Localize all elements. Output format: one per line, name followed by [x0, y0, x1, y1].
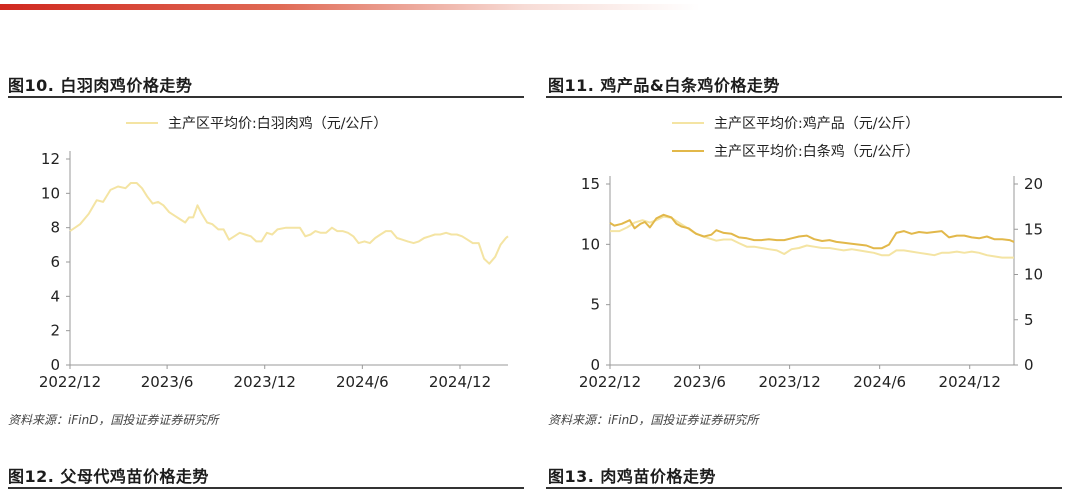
y-tick-label-right: 20 [1024, 175, 1043, 193]
y-tick-label-left: 15 [581, 175, 600, 193]
x-tick-label: 2024/12 [939, 373, 1001, 391]
figure-10-chart: 0 2 4 6 8 10 12 2022/12 2023/6 2023/12 2024/6 2024/… [39, 115, 509, 391]
y-tick-label-right: 5 [1024, 311, 1034, 329]
figure-12-title-rule [8, 487, 524, 489]
x-tick-label: 2023/12 [758, 373, 820, 391]
figure-13-title-rule [546, 487, 1062, 489]
y-tick-label-left: 8 [50, 219, 60, 237]
x-tick-label: 2024/12 [429, 373, 491, 391]
x-tick-label: 2022/12 [39, 373, 101, 391]
figure-11-chart: 0 5 10 15 0 5 10 15 20 2022/12 2023/6 2023/12 2024/6… [579, 115, 1043, 391]
figure-10-title: 图10. 白羽肉鸡价格走势 [8, 76, 193, 95]
x-tick-label: 2023/6 [141, 373, 194, 391]
figure-12-title: 图12. 父母代鸡苗价格走势 [8, 467, 209, 486]
header-accent-gradient [0, 4, 700, 10]
y-tick-label-left: 10 [41, 184, 60, 202]
x-tick-label: 2024/6 [336, 373, 389, 391]
legend-label-1: 主产区平均价:鸡产品（元/公斤） [714, 115, 919, 132]
y-tick-label-left: 12 [41, 150, 60, 168]
figure-11-title-rule [546, 96, 1062, 98]
legend-label-1: 主产区平均价:白羽肉鸡（元/公斤） [168, 115, 387, 132]
y-tick-label-right: 15 [1024, 220, 1043, 238]
figure-13-title: 图13. 肉鸡苗价格走势 [548, 467, 716, 486]
y-tick-label-left: 4 [50, 287, 60, 305]
figure-10-source: 资料来源：iFinD，国投证券证券研究所 [8, 413, 219, 427]
y-tick-label-left: 2 [50, 322, 60, 340]
y-tick-label-left: 0 [590, 356, 600, 374]
x-tick-label: 2022/12 [579, 373, 641, 391]
y-tick-label-left: 5 [590, 296, 600, 314]
y-tick-label-left: 6 [50, 253, 60, 271]
legend-label-2: 主产区平均价:白条鸡（元/公斤） [714, 143, 919, 160]
series-line-1 [69, 182, 509, 265]
x-tick-label: 2023/12 [234, 373, 296, 391]
y-tick-label-right: 10 [1024, 266, 1043, 284]
series-line-1 [610, 215, 1014, 259]
x-tick-label: 2023/6 [673, 373, 726, 391]
figure-11-source: 资料来源：iFinD，国投证券证券研究所 [548, 413, 759, 427]
y-tick-label-left: 0 [50, 356, 60, 374]
header-accent-bar [0, 4, 1068, 10]
figure-10-title-rule [8, 96, 524, 98]
series-line-2 [609, 213, 1015, 250]
figure-11-title: 图11. 鸡产品&白条鸡价格走势 [548, 76, 780, 95]
y-tick-label-right: 0 [1024, 356, 1034, 374]
y-tick-label-left: 10 [581, 235, 600, 253]
x-tick-label: 2024/6 [853, 373, 906, 391]
